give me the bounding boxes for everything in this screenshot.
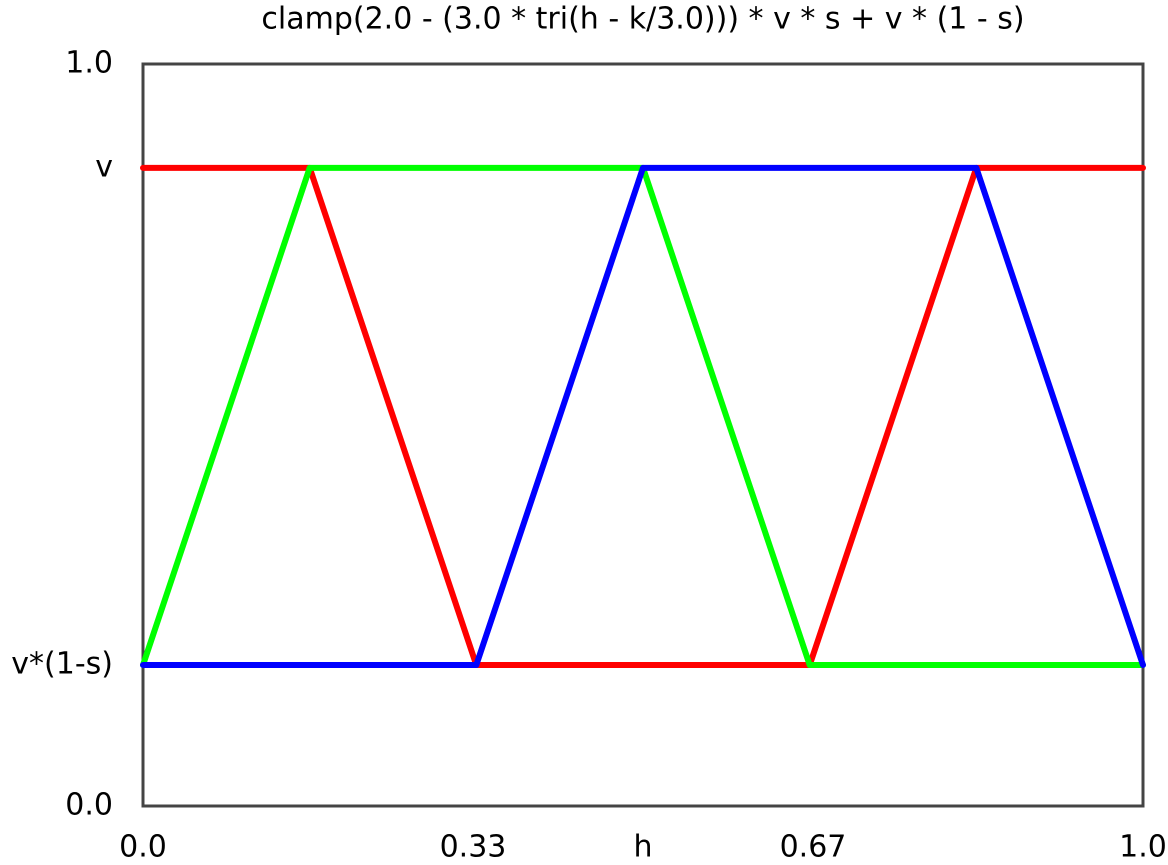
x-tick-label: 0.33: [440, 830, 507, 865]
chart-title: clamp(2.0 - (3.0 * tri(h - k/3.0))) * v …: [261, 2, 1024, 37]
series-line: [140, 164, 1146, 669]
y-tick-label: 1.0: [65, 46, 113, 81]
plot-frame: [141, 62, 1145, 808]
x-tick-label: 0.0: [119, 830, 167, 865]
y-tick-label: v: [95, 149, 113, 184]
x-axis-label: h: [633, 830, 652, 865]
y-tick-label: 0.0: [65, 788, 113, 823]
x-tick-label: 0.67: [780, 830, 847, 865]
y-tick-label: v*(1-s): [11, 647, 113, 682]
x-tick-label: 1.0: [1119, 830, 1167, 865]
series-line: [140, 164, 1146, 669]
series-line: [140, 164, 1146, 669]
